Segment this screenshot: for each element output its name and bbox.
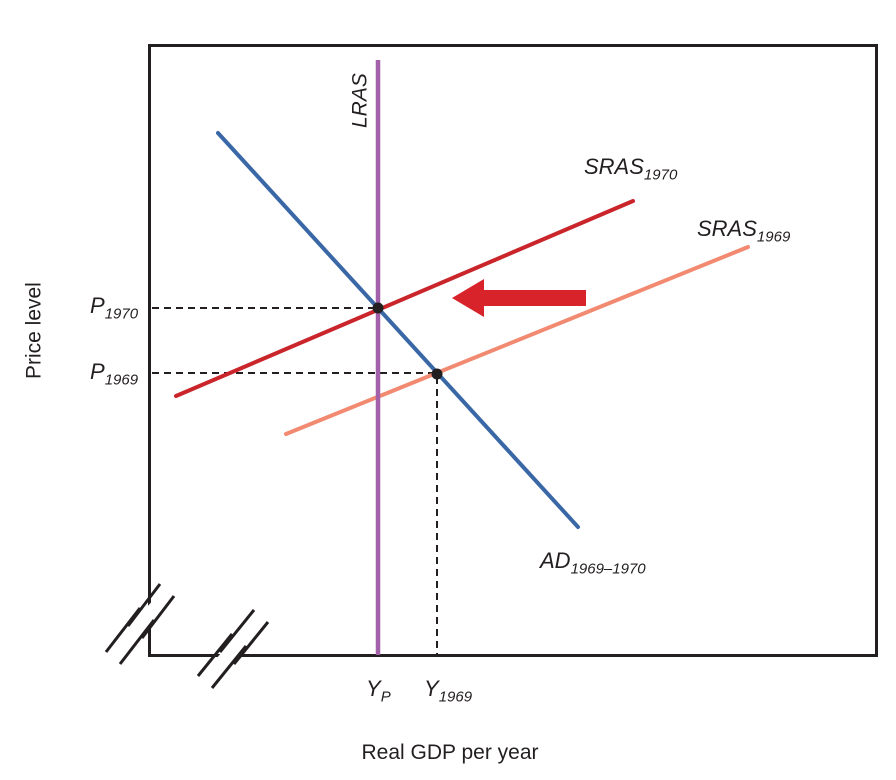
yp-sub: P (380, 688, 391, 706)
sras-1970-label: SRAS1970 (584, 154, 678, 184)
equilibrium-point-1970 (372, 302, 384, 314)
sras-1969-curve (284, 245, 750, 436)
x-axis-title: Real GDP per year (361, 741, 539, 764)
p1969-tick-label: P1969 (90, 359, 139, 389)
shift-left-arrow-icon (452, 279, 586, 317)
y-axis-break-icon (118, 595, 176, 665)
yp-base: Y (366, 676, 381, 701)
y-axis-break-mask (106, 587, 176, 661)
p1969-base: P (90, 359, 105, 384)
sras-1970-curve (174, 199, 635, 398)
sras-1970-label-base: SRAS (584, 154, 644, 179)
y-axis-title: Price level (22, 282, 46, 380)
lras-label: LRAS (348, 73, 372, 129)
sras-1969-label-sub: 1969 (756, 228, 791, 246)
y1969-sub: 1969 (438, 688, 473, 706)
x-axis-break-icon (196, 609, 256, 677)
p1970-base: P (90, 293, 105, 318)
y1969-base: Y (424, 676, 439, 701)
p1969-sub: 1969 (104, 371, 139, 389)
p1970-tick-label: P1970 (90, 293, 139, 323)
ad-label-base: AD (540, 548, 571, 573)
ad-label-sub: 1969–1970 (570, 560, 646, 578)
equilibrium-point-1969 (431, 368, 443, 380)
y-axis-break-icon (104, 583, 162, 653)
y1969-tick-label: Y1969 (424, 676, 473, 706)
ad-curve (216, 131, 580, 529)
plot-box-axes (148, 44, 878, 657)
sras-1970-label-sub: 1970 (643, 166, 678, 184)
p1970-sub: 1970 (104, 305, 139, 323)
sras-1969-label: SRAS1969 (697, 216, 791, 246)
sras-1969-label-base: SRAS (697, 216, 757, 241)
x-axis-break-mask (196, 609, 270, 691)
ad-label: AD1969–1970 (540, 548, 646, 578)
x-axis-break-icon (210, 621, 270, 689)
yp-tick-label: YP (366, 676, 391, 706)
